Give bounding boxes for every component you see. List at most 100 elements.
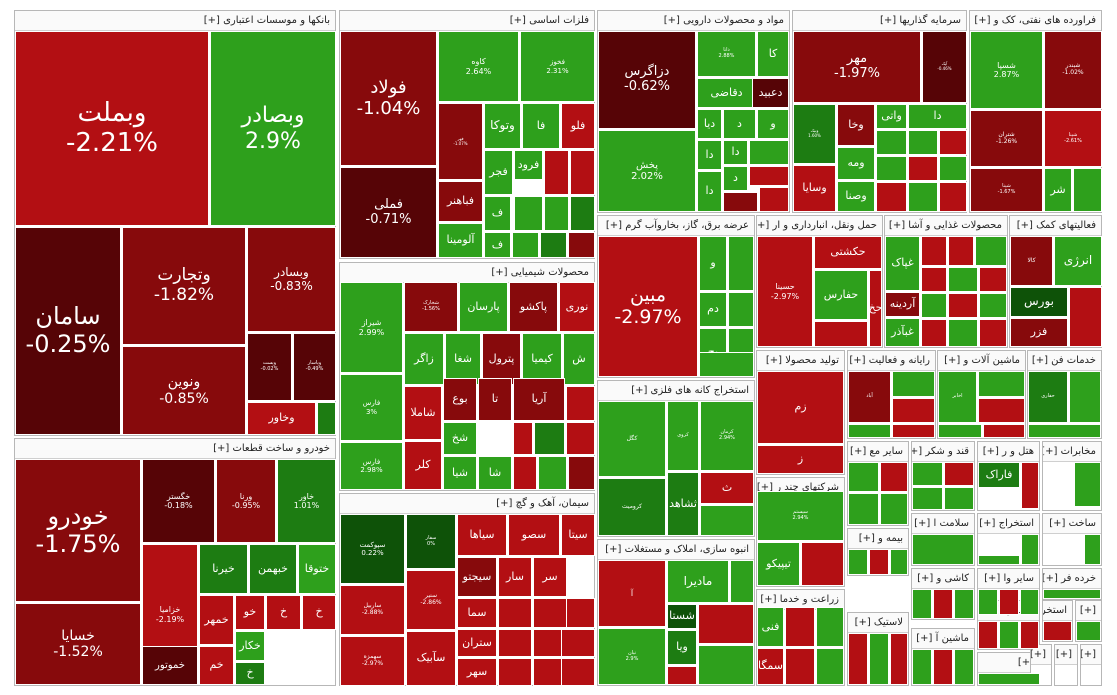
stock-tile[interactable]: [954, 649, 974, 685]
stock-tile[interactable]: شتران -1.26%: [970, 110, 1043, 167]
stock-tile[interactable]: [534, 422, 565, 455]
stock-tile[interactable]: [908, 182, 938, 212]
stock-tile[interactable]: [912, 649, 932, 685]
sector-title[interactable]: سیمان، آهک و گچ [+]: [340, 494, 594, 514]
stock-tile[interactable]: دا: [697, 171, 722, 212]
stock-tile[interactable]: [814, 321, 868, 347]
stock-tile[interactable]: دعبید: [752, 78, 789, 108]
sector-title[interactable]: فراورده های نفتی، کک و [+]: [970, 11, 1101, 31]
stock-tile[interactable]: سهر: [457, 658, 497, 686]
stock-tile[interactable]: [698, 645, 754, 685]
stock-tile[interactable]: سر: [533, 557, 567, 597]
stock-tile[interactable]: سفار 0%: [406, 514, 456, 569]
sector-title[interactable]: انبوه سازی، املاک و مستغلات [+]: [598, 540, 754, 560]
stock-tile[interactable]: [939, 182, 967, 212]
stock-tile[interactable]: سمگا: [757, 648, 784, 685]
stock-tile[interactable]: آباد: [848, 371, 891, 423]
stock-tile[interactable]: [566, 386, 595, 421]
stock-tile[interactable]: ثشاهد: [667, 472, 699, 536]
stock-tile[interactable]: [979, 293, 1007, 318]
sector-title[interactable]: فلزات اساسی [+]: [340, 11, 594, 31]
stock-tile[interactable]: فارس 3%: [340, 374, 403, 441]
stock-tile[interactable]: د: [723, 109, 756, 139]
stock-tile[interactable]: ش: [563, 333, 595, 385]
stock-tile[interactable]: [983, 424, 1025, 438]
stock-tile[interactable]: کالا: [1010, 236, 1053, 286]
stock-tile[interactable]: فزر: [1010, 318, 1068, 347]
stock-tile[interactable]: [908, 156, 938, 181]
stock-tile[interactable]: فباهنر: [438, 181, 483, 222]
stock-tile[interactable]: [912, 487, 943, 510]
stock-tile[interactable]: وسایا: [793, 165, 836, 212]
stock-tile[interactable]: کا: [757, 31, 789, 77]
stock-tile[interactable]: [513, 456, 537, 490]
stock-tile[interactable]: ورنا -0.95%: [216, 459, 276, 543]
stock-tile[interactable]: شخ: [443, 422, 477, 455]
stock-tile[interactable]: ونیک 1.60%: [793, 104, 836, 164]
stock-tile[interactable]: [892, 371, 935, 397]
stock-tile[interactable]: سیاها: [457, 514, 507, 556]
sector-title[interactable]: قند و شکر [+]: [912, 442, 974, 462]
sector-title[interactable]: هتل و ر [+]: [978, 442, 1039, 462]
stock-tile[interactable]: وخاور: [247, 402, 316, 435]
stock-tile[interactable]: [570, 196, 595, 231]
sector-title[interactable]: [+]: [1031, 645, 1051, 665]
stock-tile[interactable]: سنیر -2.86%: [406, 570, 456, 630]
stock-tile[interactable]: حفاری: [1028, 371, 1068, 423]
stock-tile[interactable]: فهر -1.07%: [438, 103, 483, 180]
stock-tile[interactable]: [948, 236, 974, 266]
stock-tile[interactable]: د: [723, 166, 748, 191]
stock-tile[interactable]: سآبیک: [406, 631, 456, 686]
stock-tile[interactable]: [700, 505, 754, 536]
stock-tile[interactable]: خاور 1.01%: [277, 459, 336, 543]
stock-tile[interactable]: [948, 319, 978, 347]
sector-title[interactable]: سرمایه گذاریها [+]: [793, 11, 966, 31]
stock-tile[interactable]: [880, 462, 908, 492]
stock-tile[interactable]: [948, 267, 978, 292]
stock-tile[interactable]: حسینا -2.97%: [757, 236, 813, 347]
stock-tile[interactable]: [848, 549, 868, 575]
stock-tile[interactable]: [944, 487, 974, 510]
stock-tile[interactable]: فلو: [561, 103, 595, 149]
stock-tile[interactable]: ختوقا: [298, 544, 336, 594]
stock-tile[interactable]: [848, 633, 868, 685]
stock-tile[interactable]: [749, 140, 789, 165]
stock-tile[interactable]: [912, 462, 943, 486]
stock-tile[interactable]: [1020, 621, 1039, 649]
stock-tile[interactable]: غپاک: [885, 236, 920, 291]
stock-tile[interactable]: [933, 589, 953, 619]
stock-tile[interactable]: فارس 2.98%: [340, 442, 403, 490]
stock-tile[interactable]: [978, 621, 998, 649]
stock-tile[interactable]: دا: [908, 104, 967, 129]
stock-tile[interactable]: نوری: [559, 282, 595, 332]
stock-tile[interactable]: [544, 150, 569, 195]
sector-title[interactable]: استخراج کانه های فلزی [+]: [598, 381, 754, 401]
stock-tile[interactable]: وتوکا: [484, 103, 521, 149]
stock-tile[interactable]: [876, 130, 907, 155]
stock-tile[interactable]: واتی: [876, 104, 907, 129]
stock-tile[interactable]: شیراز 2.99%: [340, 282, 403, 373]
stock-tile[interactable]: [944, 462, 974, 486]
stock-tile[interactable]: [1028, 424, 1101, 438]
stock-tile[interactable]: زاگر: [404, 333, 444, 385]
sector-title[interactable]: فعالیتهای کمک [+]: [1010, 216, 1101, 236]
stock-tile[interactable]: خ: [266, 595, 301, 630]
stock-tile[interactable]: [978, 398, 1025, 423]
sector-title[interactable]: محصولات شیمیایی [+]: [340, 263, 594, 283]
stock-tile[interactable]: ونوین -0.85%: [122, 346, 246, 435]
stock-tile[interactable]: سامان -0.25%: [15, 227, 121, 435]
stock-tile[interactable]: [978, 371, 1025, 397]
stock-tile[interactable]: [514, 196, 543, 231]
stock-tile[interactable]: [869, 633, 889, 685]
stock-tile[interactable]: [1020, 589, 1039, 615]
stock-tile[interactable]: [1084, 534, 1101, 565]
stock-tile[interactable]: خبهمن: [249, 544, 297, 594]
stock-tile[interactable]: ستران: [457, 629, 497, 657]
stock-tile[interactable]: آلومینا: [438, 223, 483, 258]
stock-tile[interactable]: حفارس: [814, 270, 868, 320]
stock-tile[interactable]: کگل: [598, 401, 666, 477]
stock-tile[interactable]: شا: [478, 456, 512, 490]
stock-tile[interactable]: ث: [700, 472, 754, 504]
sector-title[interactable]: کاشی و [+]: [912, 569, 974, 589]
sector-title[interactable]: بانکها و موسسات اعتباری [+]: [15, 11, 335, 31]
